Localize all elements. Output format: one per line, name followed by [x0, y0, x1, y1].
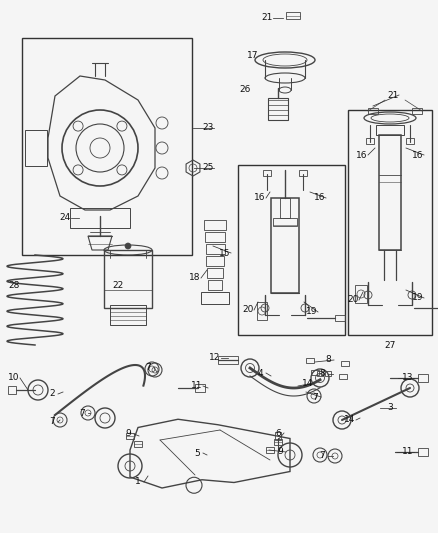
Text: 8: 8: [325, 356, 331, 365]
Bar: [275, 432, 281, 440]
Bar: [263, 170, 271, 176]
Text: 13: 13: [402, 374, 414, 383]
Bar: [257, 302, 267, 320]
Bar: [204, 220, 226, 230]
Bar: [104, 250, 152, 308]
Text: 16: 16: [314, 193, 326, 203]
Text: 11: 11: [191, 382, 203, 391]
Text: 16: 16: [254, 193, 266, 203]
Text: 16: 16: [356, 150, 368, 159]
Bar: [25, 130, 47, 166]
Text: 19: 19: [306, 308, 318, 317]
Text: 6: 6: [275, 429, 281, 438]
Bar: [207, 268, 223, 278]
Bar: [274, 439, 282, 445]
Text: 10: 10: [8, 374, 20, 383]
Text: 18: 18: [189, 273, 201, 282]
Text: 7: 7: [49, 417, 55, 426]
Text: 25: 25: [202, 164, 214, 173]
Text: 14: 14: [344, 416, 356, 424]
Bar: [418, 448, 428, 456]
Text: 14: 14: [302, 378, 314, 387]
Text: 9: 9: [277, 448, 283, 456]
Text: 4: 4: [257, 368, 263, 377]
Text: 3: 3: [387, 403, 393, 413]
Text: 12: 12: [209, 353, 221, 362]
Bar: [266, 447, 274, 453]
Text: 16: 16: [412, 150, 424, 159]
Text: 28: 28: [8, 280, 20, 289]
Text: 5: 5: [194, 448, 200, 457]
Text: 22: 22: [113, 280, 124, 289]
Bar: [205, 244, 225, 254]
Bar: [70, 208, 130, 228]
Bar: [406, 138, 414, 144]
Text: 9: 9: [125, 430, 131, 439]
Circle shape: [125, 243, 131, 249]
Text: 2: 2: [49, 390, 55, 399]
Bar: [22, 38, 192, 255]
Bar: [206, 256, 224, 266]
Text: 24: 24: [60, 214, 71, 222]
Bar: [325, 371, 331, 376]
Text: 20: 20: [242, 305, 254, 314]
Bar: [126, 433, 134, 439]
Bar: [280, 198, 290, 218]
Text: 7: 7: [145, 364, 151, 373]
Text: 1: 1: [135, 478, 141, 487]
Text: 20: 20: [347, 295, 359, 304]
Text: 19: 19: [412, 294, 424, 303]
Bar: [8, 386, 16, 394]
Text: 7: 7: [319, 451, 325, 461]
Bar: [368, 108, 378, 114]
Bar: [110, 305, 146, 325]
Bar: [195, 384, 205, 392]
Bar: [317, 371, 323, 376]
Bar: [268, 98, 288, 120]
Bar: [418, 374, 428, 382]
Bar: [376, 125, 404, 135]
Bar: [306, 358, 314, 363]
Bar: [271, 198, 299, 293]
Bar: [355, 285, 367, 303]
Text: 23: 23: [202, 124, 214, 133]
Text: 8: 8: [319, 369, 325, 378]
Bar: [379, 135, 401, 250]
Bar: [208, 280, 222, 290]
Bar: [412, 108, 422, 114]
Bar: [311, 370, 319, 375]
Text: 21: 21: [261, 13, 273, 22]
Bar: [299, 170, 307, 176]
Text: 26: 26: [239, 85, 251, 94]
Bar: [366, 138, 374, 144]
Bar: [273, 218, 297, 226]
Text: 15: 15: [219, 248, 231, 257]
Text: 7: 7: [79, 408, 85, 417]
Bar: [218, 356, 238, 364]
Bar: [134, 441, 142, 447]
Bar: [238, 165, 345, 335]
Bar: [339, 374, 347, 379]
Bar: [348, 110, 432, 335]
Bar: [205, 232, 225, 242]
Bar: [341, 361, 349, 366]
Bar: [286, 12, 300, 19]
Text: 17: 17: [247, 52, 259, 61]
Bar: [201, 292, 229, 304]
Text: 11: 11: [402, 448, 414, 456]
Bar: [335, 315, 345, 321]
Text: 27: 27: [384, 341, 396, 350]
Text: 7: 7: [312, 392, 318, 401]
Text: 21: 21: [387, 91, 399, 100]
